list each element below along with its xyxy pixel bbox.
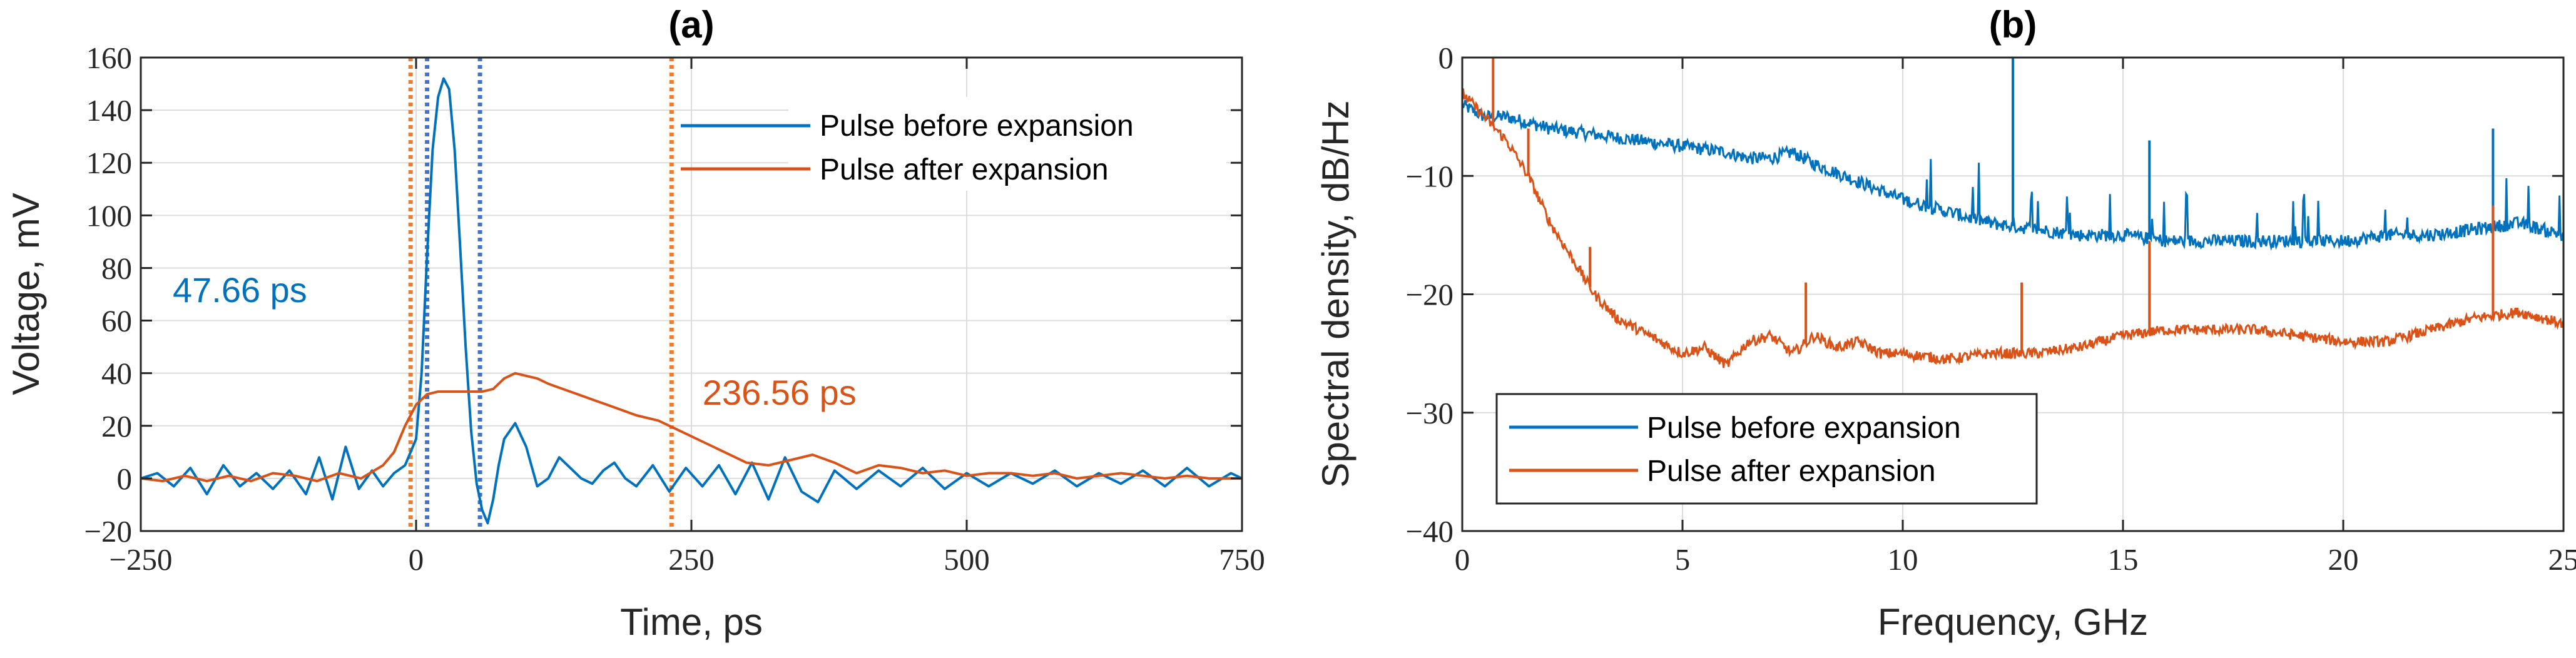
legend-a-label-before: Pulse before expansion	[820, 109, 1134, 143]
x-tick-label: 0	[409, 542, 424, 577]
y-tick-label: −20	[1405, 278, 1453, 312]
y-tick-label: 40	[101, 357, 132, 391]
panel-b-ticks: 0 5 10 15 20 25 −40 −30 −20 −10 0	[1405, 41, 2576, 577]
y-tick-label: −10	[1405, 159, 1453, 193]
x-tick-label: −250	[109, 542, 172, 577]
x-tick-label: 5	[1675, 542, 1691, 577]
panel-b-y-axis-label: Spectral density, dB/Hz	[1315, 100, 1357, 487]
y-tick-label: 20	[101, 409, 132, 443]
y-tick-label: 120	[86, 146, 133, 180]
panel-b-spectrum: 0 5 10 15 20 25 −40 −30 −20 −10 0 (b) Frequency, G…	[1315, 4, 2576, 643]
y-tick-label: −30	[1405, 396, 1453, 430]
x-tick-label: 25	[2548, 542, 2576, 577]
panel-a-legend-box	[788, 97, 1226, 191]
annotation-pulse-width-after: 236.56 ps	[703, 373, 857, 412]
y-tick-label: 0	[1438, 41, 1454, 75]
panel-b-x-axis-label: Frequency, GHz	[1878, 601, 2148, 643]
panel-a-time-domain: −250 0 250 500 750 −20 0 20 40 60 80 100 120 140 160 (…	[5, 4, 1265, 643]
series-line-before-expansion	[140, 77, 1243, 525]
legend-b-label-before: Pulse before expansion	[1647, 412, 1961, 445]
x-tick-label: 20	[2328, 542, 2359, 577]
panel-a-series	[140, 77, 1243, 525]
x-tick-label: 10	[1888, 542, 1918, 577]
series-line-after-expansion	[140, 372, 1242, 483]
legend-a-label-after: Pulse after expansion	[820, 153, 1109, 186]
x-tick-label: 15	[2108, 542, 2139, 577]
y-tick-label: −40	[1405, 514, 1453, 549]
panel-a-width-markers	[408, 58, 674, 531]
annotation-pulse-width-before: 47.66 ps	[173, 270, 307, 310]
panel-b-title: (b)	[1989, 4, 2037, 46]
y-tick-label: −20	[84, 514, 132, 549]
panel-b-series	[1461, 58, 2565, 368]
panel-a-title: (a)	[668, 4, 714, 46]
x-tick-label: 250	[668, 542, 715, 577]
y-tick-label: 60	[101, 304, 132, 338]
panel-a-x-axis-label: Time, ps	[620, 601, 763, 643]
panel-b-legend: Pulse before expansion Pulse after expan…	[1495, 393, 2038, 505]
y-tick-label: 140	[86, 93, 133, 128]
panel-a-legend: Pulse before expansion Pulse after expan…	[681, 97, 1226, 191]
y-tick-label: 0	[117, 462, 133, 496]
legend-b-label-after: Pulse after expansion	[1647, 455, 1936, 488]
y-tick-label: 80	[101, 251, 132, 285]
panel-b-legend-box	[1495, 393, 2038, 505]
panel-a-ticks: −250 0 250 500 750 −20 0 20 40 60 80 100 120 140 160	[84, 41, 1265, 577]
panel-a-y-axis-label: Voltage, mV	[5, 193, 47, 395]
x-tick-label: 750	[1219, 542, 1265, 577]
y-tick-label: 160	[86, 41, 133, 75]
x-tick-label: 0	[1455, 542, 1470, 577]
y-tick-label: 100	[86, 198, 133, 233]
x-tick-label: 500	[944, 542, 990, 577]
series-line-after-expansion	[1461, 88, 2565, 368]
